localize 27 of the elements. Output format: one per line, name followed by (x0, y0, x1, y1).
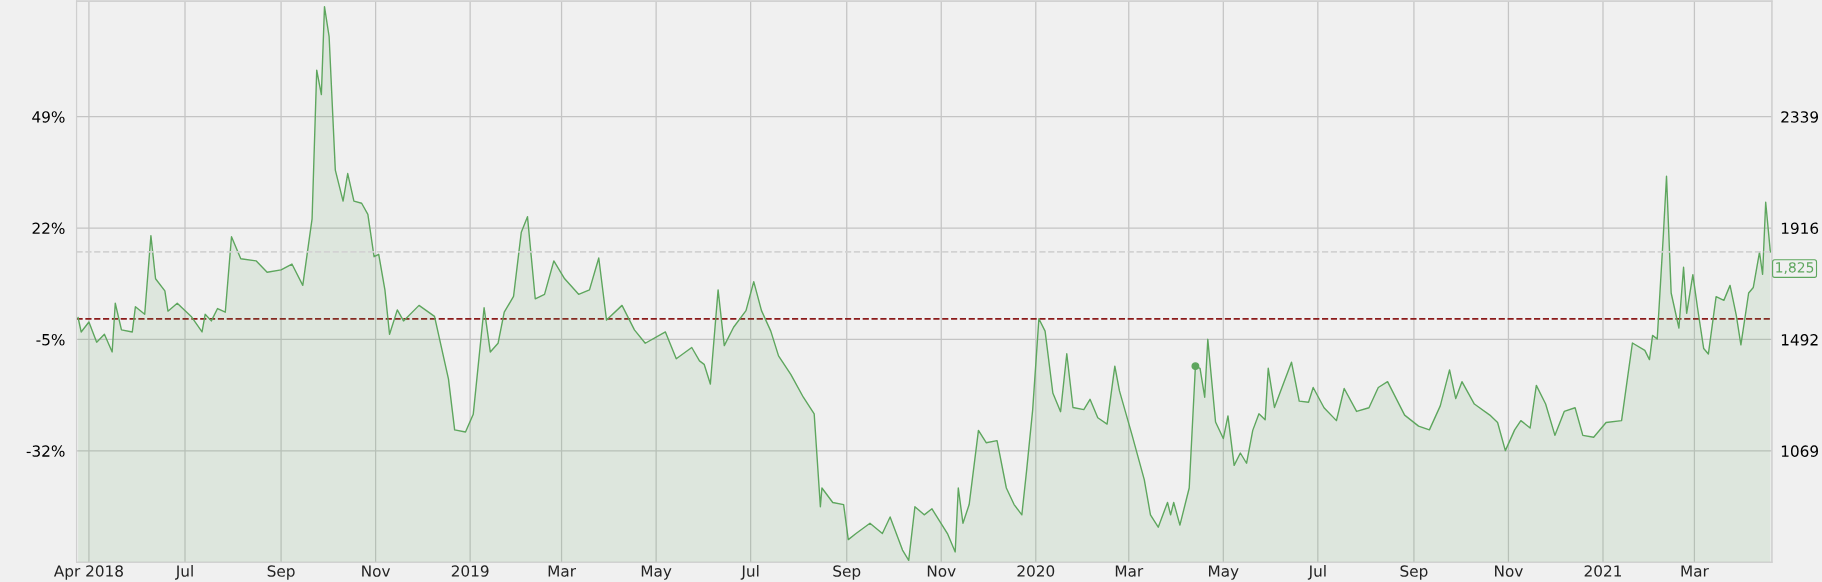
x-tick-label: Sep (267, 565, 295, 580)
x-tick-label: Sep (1400, 565, 1428, 580)
x-tick-label: Mar (1681, 565, 1709, 577)
x-tick-label: Apr 2018 (53, 565, 123, 580)
x-tick-label: Jul (175, 564, 193, 580)
x-tick-label: May (1209, 565, 1239, 580)
y2-tick-label: 1916 (1781, 222, 1819, 235)
x-tick-label: May (641, 565, 672, 580)
y-tick-label: -32% (26, 445, 65, 457)
x-tick-label: Mar (1115, 565, 1144, 577)
x-tick-label: Nov (362, 565, 391, 577)
x-tick-label: 2020 (1017, 565, 1055, 577)
x-tick-label: Nov (927, 565, 956, 577)
ref-line-label: 1,825 (1776, 262, 1814, 275)
y-tick-label: 49% (32, 111, 65, 123)
x-tick-label: Mar (548, 565, 576, 577)
x-tick-label: Jul (740, 564, 759, 580)
y-tick-label: 22% (32, 222, 65, 235)
x-tick-label: Nov (1495, 565, 1523, 577)
y2-tick-label: 1069 (1781, 445, 1819, 457)
x-tick-label: Jul (1307, 564, 1326, 580)
y2-tick-label: 2339 (1781, 111, 1819, 123)
x-tick-label: Sep (833, 565, 861, 580)
y2-tick-label: 1492 (1781, 334, 1818, 346)
x-tick-label: 2019 (451, 565, 489, 577)
x-tick-label: 2021 (1584, 565, 1622, 577)
y-tick-label: -5% (36, 333, 65, 346)
